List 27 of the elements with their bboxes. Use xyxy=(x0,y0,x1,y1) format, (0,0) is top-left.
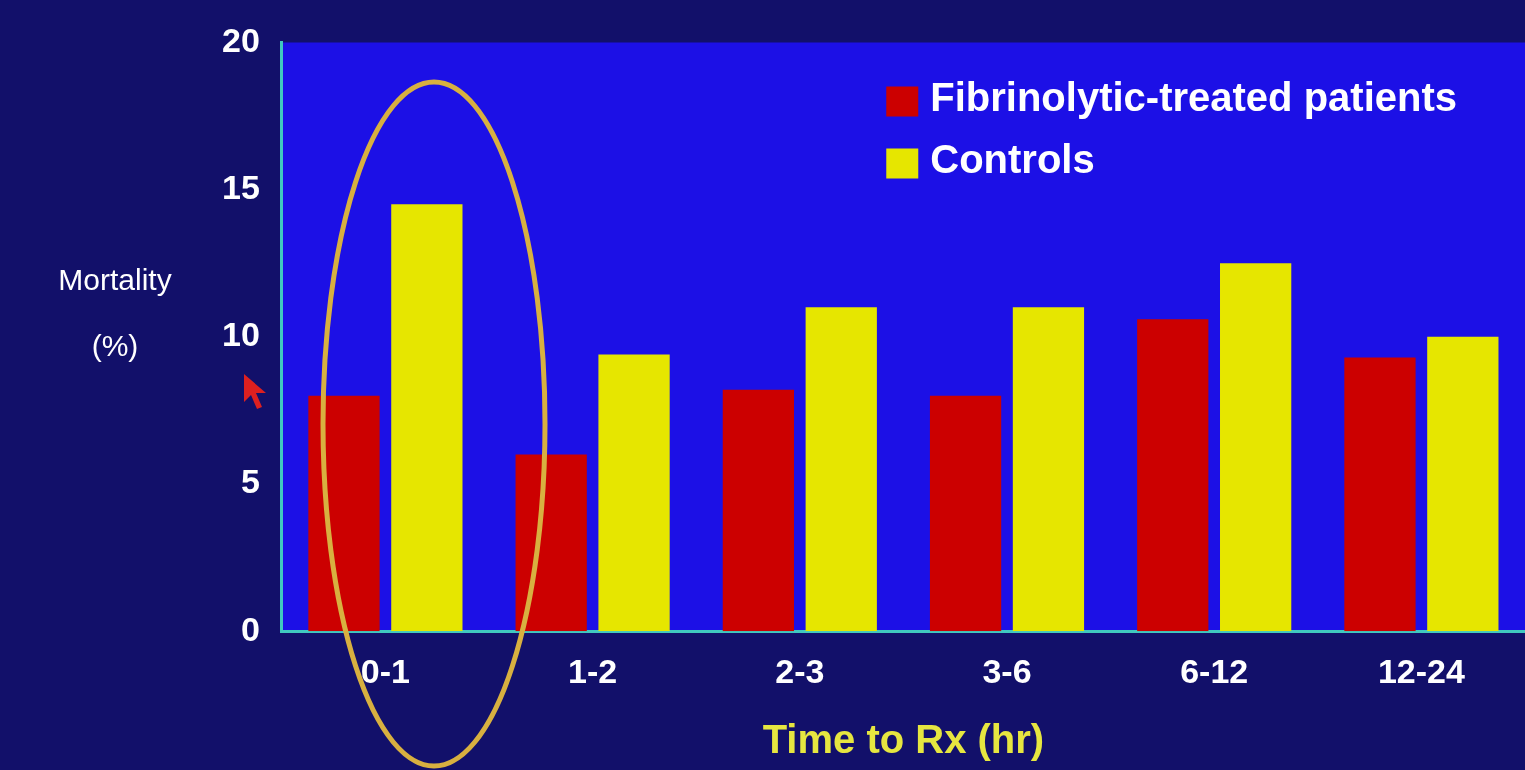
x-tick-label: 2-3 xyxy=(775,651,825,690)
x-tick-label: 1-2 xyxy=(568,651,618,690)
bar xyxy=(391,204,463,632)
bar xyxy=(1427,336,1499,632)
x-tick-label: 0-1 xyxy=(360,651,410,690)
legend-label: Controls xyxy=(930,137,1095,182)
y-tick-label: 15 xyxy=(221,167,260,206)
x-tick-label: 6-12 xyxy=(1180,651,1249,690)
bar xyxy=(1137,319,1209,632)
bar xyxy=(1344,357,1416,632)
bar xyxy=(1220,263,1292,632)
y-tick-label: 5 xyxy=(240,462,260,501)
bar xyxy=(805,307,877,632)
bar xyxy=(722,389,795,632)
x-tick-label: 3-6 xyxy=(982,651,1032,690)
bar xyxy=(1012,307,1085,632)
legend-label: Fibrinolytic-treated patients xyxy=(930,75,1458,120)
x-tick-label: 12-24 xyxy=(1377,651,1465,690)
bar xyxy=(598,354,670,632)
bar xyxy=(308,395,380,632)
y-tick-label: 20 xyxy=(221,20,260,59)
y-tick-label: 10 xyxy=(221,315,260,354)
bar xyxy=(515,454,587,632)
bar xyxy=(929,395,1002,632)
y-axis-title: Mortality (%) xyxy=(58,263,172,363)
y-tick-label: 0 xyxy=(240,609,260,648)
x-axis-title: Time to Rx (hr) xyxy=(762,717,1045,762)
